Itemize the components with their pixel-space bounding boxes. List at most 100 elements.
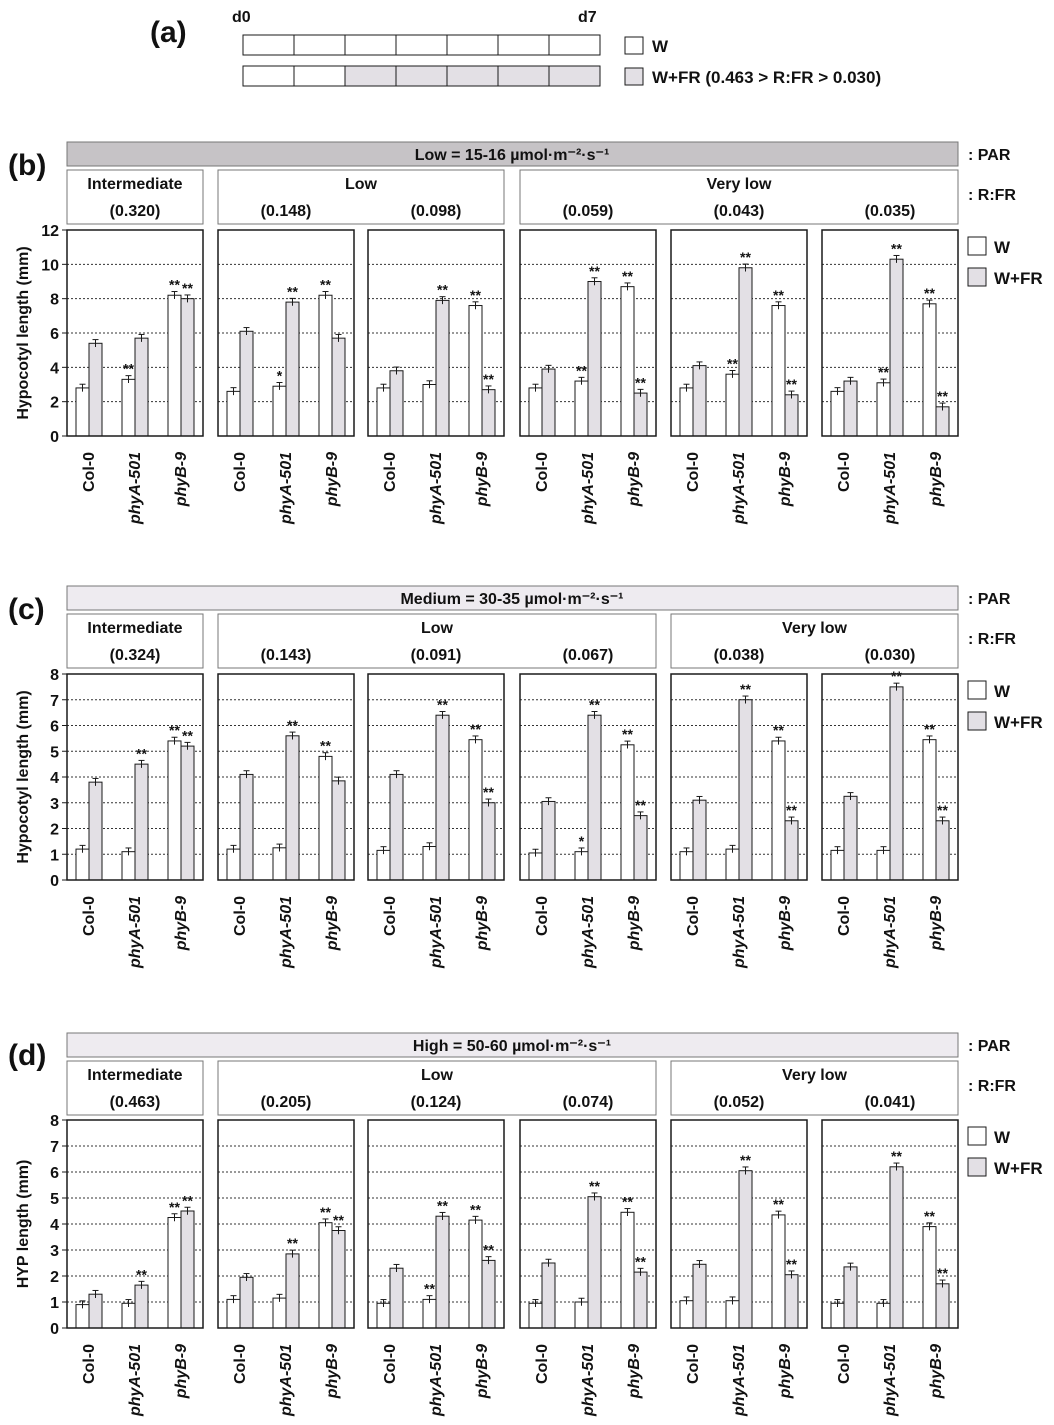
plot-frame: [519, 229, 657, 437]
significance-mark: *: [579, 833, 585, 849]
bar-w: [167, 294, 182, 437]
legend-swatch-w: [967, 236, 987, 256]
subplot: Col-0**phyA-501****phyB-9: [670, 1119, 808, 1417]
x-tick-label: phyB-9: [928, 1344, 945, 1399]
w-timeline-cell: [242, 34, 295, 56]
significance-mark: **: [589, 1178, 600, 1194]
bar-w: [422, 384, 437, 437]
y-tick-label: 6: [50, 326, 59, 343]
significance-mark: **: [287, 717, 298, 733]
bar-wfr: [481, 389, 496, 437]
bar-w: [876, 849, 891, 881]
bar-w: [468, 305, 483, 437]
day-start-label: d0: [232, 9, 251, 26]
bar-wfr: [435, 299, 450, 437]
bar-wfr: [738, 699, 753, 881]
rfr-group-box: [66, 1060, 204, 1116]
bar-wfr: [180, 1210, 195, 1329]
x-tick-label: phyB-9: [324, 896, 341, 951]
x-tick-label: phyA-501: [278, 1344, 295, 1417]
significance-mark: **: [136, 1266, 147, 1282]
significance-mark: **: [740, 1152, 751, 1168]
significance-mark: **: [589, 696, 600, 712]
panel-label: (b): [8, 149, 46, 182]
significance-mark: **: [622, 268, 633, 284]
x-tick-label: phyA-501: [127, 452, 144, 525]
x-tick-label: phyB-9: [324, 452, 341, 507]
wfr-timeline-cell: [344, 65, 397, 87]
x-tick-label: phyB-9: [777, 896, 794, 951]
panel-c: (c) Medium = 30-35 µmol·m⁻²·s⁻¹: PAR: R:F…: [8, 585, 1043, 969]
x-tick-label: phyB-9: [777, 1344, 794, 1399]
bar-wfr: [738, 1170, 753, 1329]
w-timeline-cell: [293, 34, 346, 56]
y-tick-label: 8: [50, 292, 59, 309]
significance-mark: **: [470, 287, 481, 303]
subplot: Col-0**phyA-501****phyB-9: [66, 1119, 204, 1417]
significance-mark: **: [773, 287, 784, 303]
x-tick-label: phyB-9: [626, 1344, 643, 1399]
y-tick-label: 8: [50, 1113, 59, 1130]
significance-mark: **: [470, 721, 481, 737]
legend-swatch-wfr: [967, 711, 987, 731]
bar-wfr: [134, 763, 149, 881]
rfr-value-label: (0.091): [411, 647, 462, 664]
x-tick-label: phyA-501: [127, 896, 144, 969]
x-tick-label: Col-0: [685, 452, 702, 492]
x-tick-label: phyB-9: [173, 452, 190, 507]
x-tick-label: phyB-9: [173, 896, 190, 951]
significance-mark: **: [786, 1256, 797, 1272]
subplot: Col-0**phyA-501****phyB-9: [367, 229, 505, 525]
subplot: Col-0***phyA-501**phyB-9: [217, 229, 355, 525]
x-tick-label: Col-0: [836, 896, 853, 936]
bar-w: [922, 303, 937, 437]
wfr-timeline-cell: [446, 65, 499, 87]
rfr-group-box: [670, 613, 959, 669]
bar-w: [318, 294, 333, 437]
significance-mark: **: [924, 285, 935, 301]
bar-wfr: [889, 1166, 904, 1329]
rfr-value-label: (0.030): [865, 647, 916, 664]
bar-wfr: [435, 1215, 450, 1329]
bar-wfr: [285, 1253, 300, 1329]
plot-frame: [66, 1119, 204, 1329]
plot-frame: [519, 1119, 657, 1329]
par-header: [66, 585, 959, 611]
significance-mark: **: [773, 1196, 784, 1212]
rfr-value-label: (0.035): [865, 203, 916, 220]
bar-w: [226, 1298, 241, 1329]
bar-wfr: [331, 337, 346, 437]
significance-mark: **: [773, 722, 784, 738]
plot-frame: [66, 673, 204, 881]
x-tick-label: Col-0: [685, 1344, 702, 1384]
x-tick-label: phyA-501: [428, 896, 445, 969]
x-tick-label: Col-0: [382, 1344, 399, 1384]
bar-wfr: [285, 301, 300, 437]
plot-frame: [821, 673, 959, 881]
significance-mark: **: [136, 745, 147, 761]
y-tick-label: 0: [50, 429, 59, 446]
plot-frame: [217, 1119, 355, 1329]
bar-w: [679, 387, 694, 437]
significance-mark: **: [437, 282, 448, 298]
bar-w: [376, 387, 391, 437]
significance-mark: **: [786, 802, 797, 818]
y-tick-label: 3: [50, 1243, 59, 1260]
x-tick-label: Col-0: [232, 896, 249, 936]
significance-mark: **: [622, 726, 633, 742]
x-tick-label: phyB-9: [474, 896, 491, 951]
plot-frame: [217, 229, 355, 437]
x-tick-label: Col-0: [232, 452, 249, 492]
x-tick-label: phyA-501: [278, 896, 295, 969]
bar-wfr: [180, 298, 195, 437]
bar-wfr: [935, 406, 950, 437]
bar-wfr: [738, 267, 753, 437]
y-tick-label: 1: [50, 1295, 59, 1312]
legend-swatch-w: [967, 680, 987, 700]
y-tick-label: 10: [41, 257, 59, 274]
significance-mark: **: [786, 376, 797, 392]
plot-frame: [367, 1119, 505, 1329]
bar-wfr: [784, 394, 799, 437]
significance-mark: **: [123, 361, 134, 377]
